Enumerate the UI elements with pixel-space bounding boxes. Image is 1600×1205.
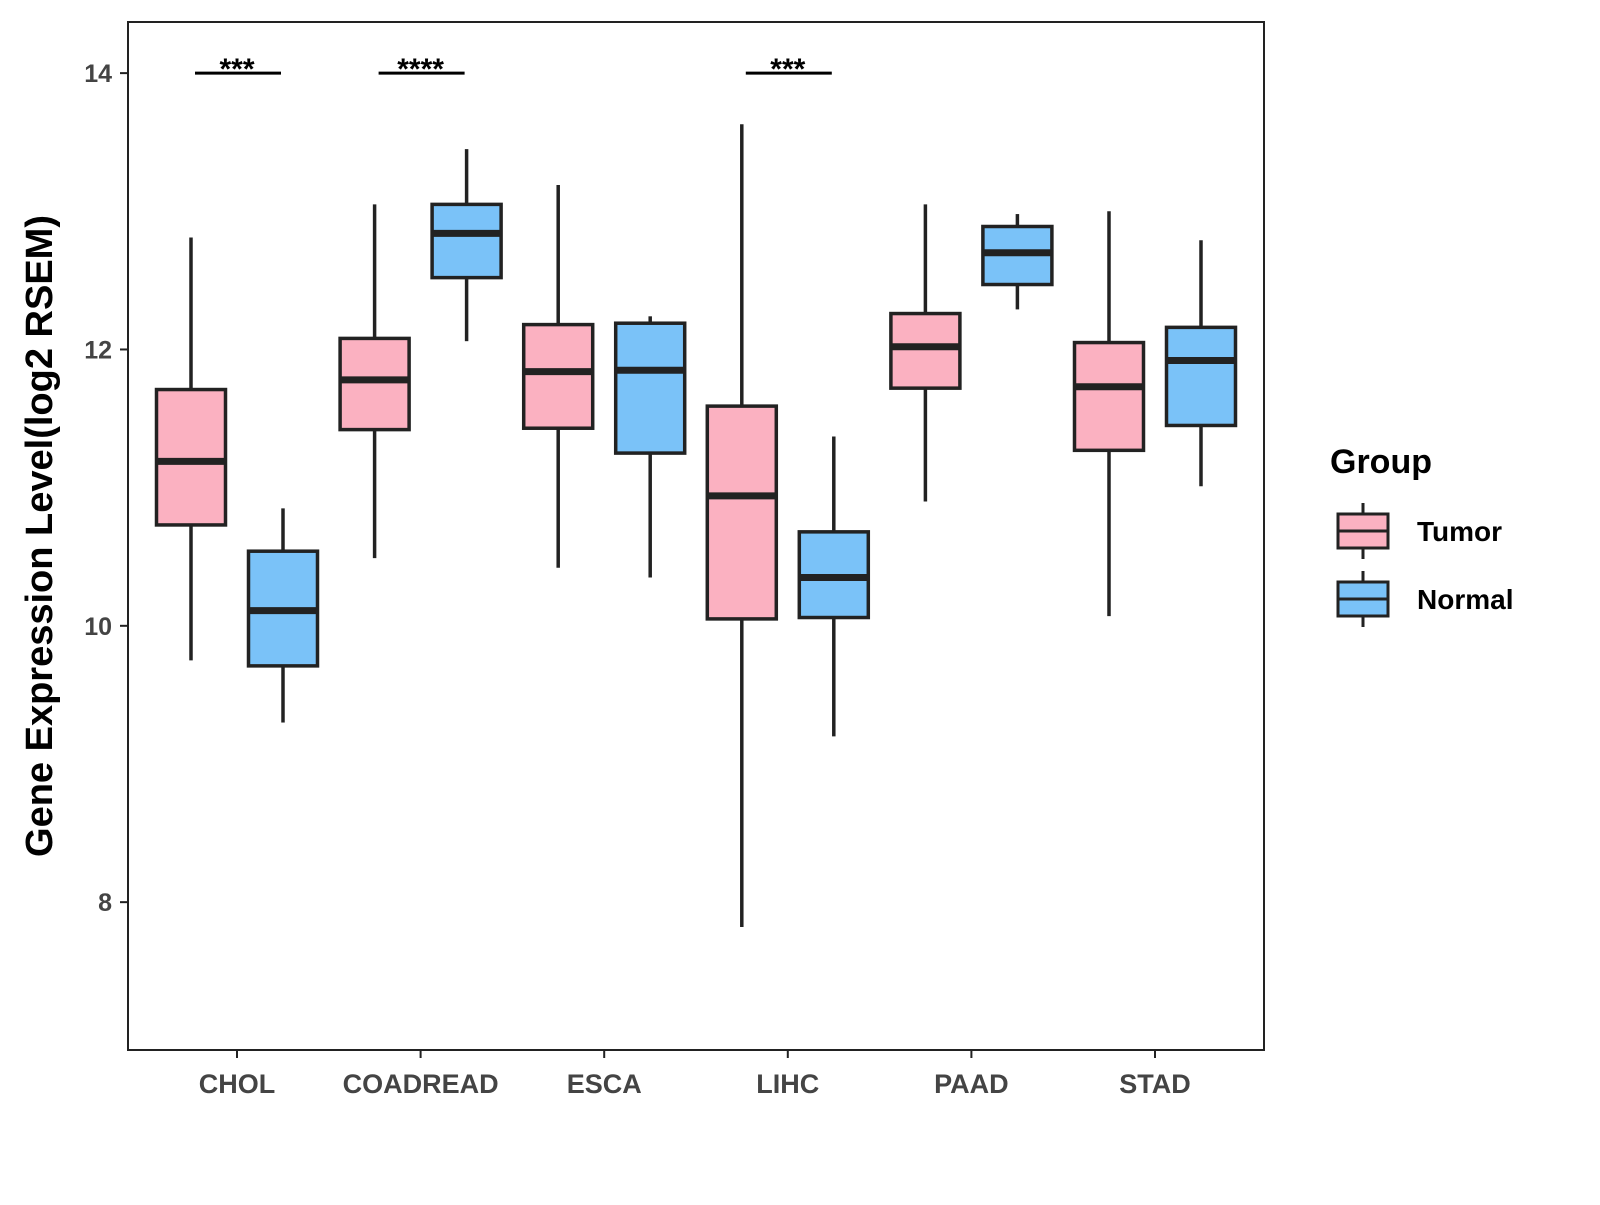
box-tumor-lihc (705, 124, 779, 928)
box-normal-paad (981, 214, 1054, 310)
x-tick-label-lihc: LIHC (756, 1069, 819, 1099)
y-tick-label: 14 (84, 60, 112, 88)
box-normal-lihc (797, 436, 871, 737)
y-tick-label: 12 (84, 336, 112, 364)
y-axis-label: Gene Expression Level(log2 RSEM) (19, 215, 61, 857)
box-iqr (154, 387, 228, 527)
legend-label: Normal (1417, 584, 1513, 615)
box-tumor-chol (154, 237, 228, 661)
x-tick-label-chol: CHOL (199, 1069, 276, 1099)
box-normal-stad (1164, 240, 1238, 487)
box-iqr (521, 322, 595, 430)
plot-panel (127, 21, 1265, 1051)
significance-label: *** (770, 53, 805, 86)
box-iqr (430, 202, 503, 280)
legend-label: Tumor (1417, 516, 1502, 547)
box-iqr (1072, 340, 1146, 453)
box-iqr (889, 311, 962, 390)
box-normal-coadread (430, 149, 503, 342)
box-iqr (705, 404, 779, 621)
x-tick-label-stad: STAD (1119, 1069, 1191, 1099)
significance-label: **** (397, 53, 444, 86)
box-normal-esca (613, 316, 687, 578)
box-tumor-paad (889, 204, 962, 502)
x-tick-label-esca: ESCA (567, 1069, 642, 1099)
box-normal-chol (246, 508, 320, 723)
x-tick-label-coadread: COADREAD (343, 1069, 499, 1099)
box-tumor-stad (1072, 211, 1146, 617)
box-iqr (613, 321, 687, 455)
box-iqr (338, 336, 411, 432)
significance-label: *** (219, 53, 254, 86)
legend-item-tumor: Tumor (1336, 503, 1502, 559)
legend-title: Group (1330, 443, 1432, 481)
legend-item-normal: Normal (1336, 571, 1513, 627)
x-tick-label-paad: PAAD (934, 1069, 1009, 1099)
box-iqr (1164, 325, 1238, 428)
y-tick-label: 8 (98, 889, 112, 917)
box-tumor-coadread (338, 204, 411, 559)
box-tumor-esca (521, 185, 595, 568)
y-tick-label: 10 (84, 613, 112, 641)
